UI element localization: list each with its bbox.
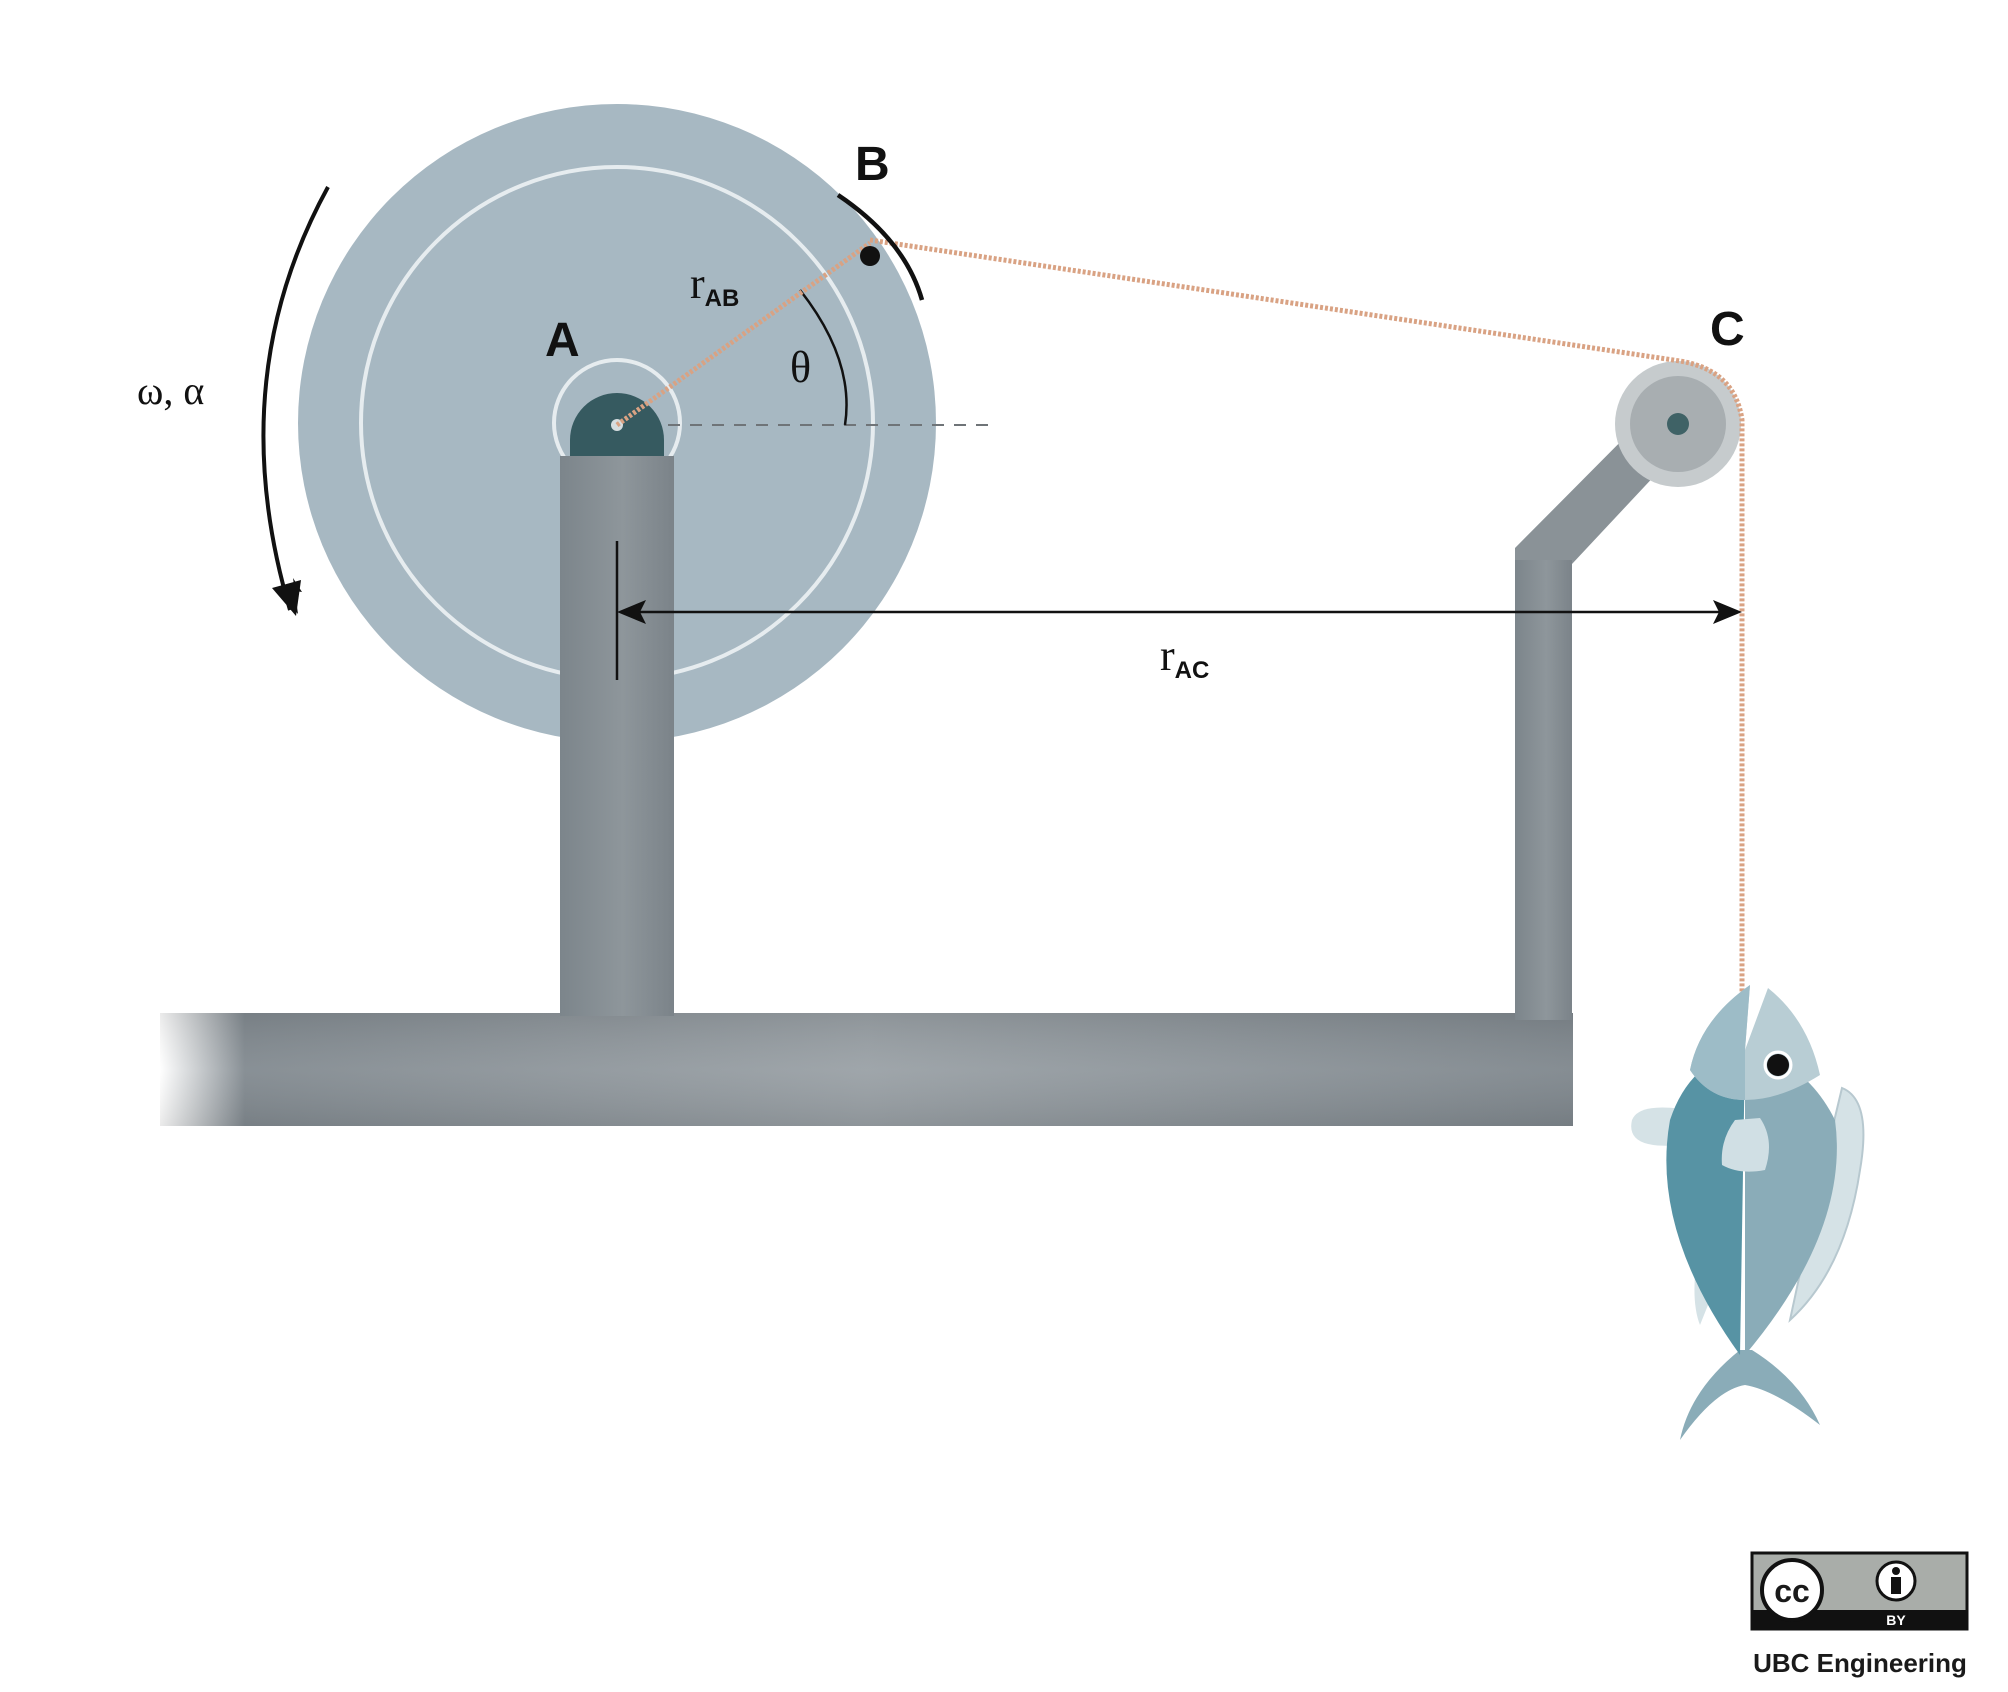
label-r-ac-sub: AC <box>1175 657 1210 684</box>
pulley-support-post <box>1515 560 1572 1020</box>
rotation-arrow-tip <box>272 580 301 616</box>
rac-arrow-right <box>1713 600 1742 624</box>
label-point-b: B <box>855 138 890 191</box>
label-r-ab-base: r <box>690 259 705 308</box>
license-by-text: BY <box>1886 1612 1906 1628</box>
label-r-ac-base: r <box>1160 631 1175 680</box>
label-r-ac: rAC <box>1160 631 1209 684</box>
cc-by-license-badge: cc BY <box>1750 1551 1969 1631</box>
fish-body-right <box>1745 1050 1837 1355</box>
rotation-arrow <box>261 186 330 611</box>
fish-eye-ring <box>1763 1050 1793 1080</box>
label-theta: θ <box>790 343 811 392</box>
credit-text: UBC Engineering <box>1753 1648 1967 1678</box>
fish-head-left-shade <box>1690 985 1750 1100</box>
point-b-arc <box>836 193 925 301</box>
label-r-ab-sub: AB <box>705 285 740 312</box>
rac-arrow-left <box>617 600 646 624</box>
attribution-icon-body <box>1891 1577 1901 1594</box>
fish-gill <box>1721 1118 1769 1172</box>
base-beam-shade <box>160 1013 1573 1126</box>
cc-icon-bg <box>1760 1558 1824 1622</box>
fish <box>1631 985 1865 1440</box>
rope-b-to-c <box>869 237 1745 1045</box>
fish-tail <box>1680 1350 1820 1440</box>
point-b-dot <box>860 246 880 266</box>
fish-body-left <box>1666 1050 1745 1355</box>
wheel-support-post <box>560 456 674 1016</box>
pulley-axle <box>1667 413 1689 435</box>
label-point-c: C <box>1710 303 1745 356</box>
label-omega-alpha: ω, α <box>137 368 204 413</box>
attribution-icon-head <box>1892 1567 1900 1575</box>
theta-arc <box>799 289 848 426</box>
fish-eye <box>1767 1054 1789 1076</box>
label-r-ab: rAB <box>690 259 739 312</box>
rope-radius-ab <box>615 240 872 428</box>
cc-icon: cc <box>1774 1573 1810 1609</box>
label-point-a: A <box>545 314 580 367</box>
